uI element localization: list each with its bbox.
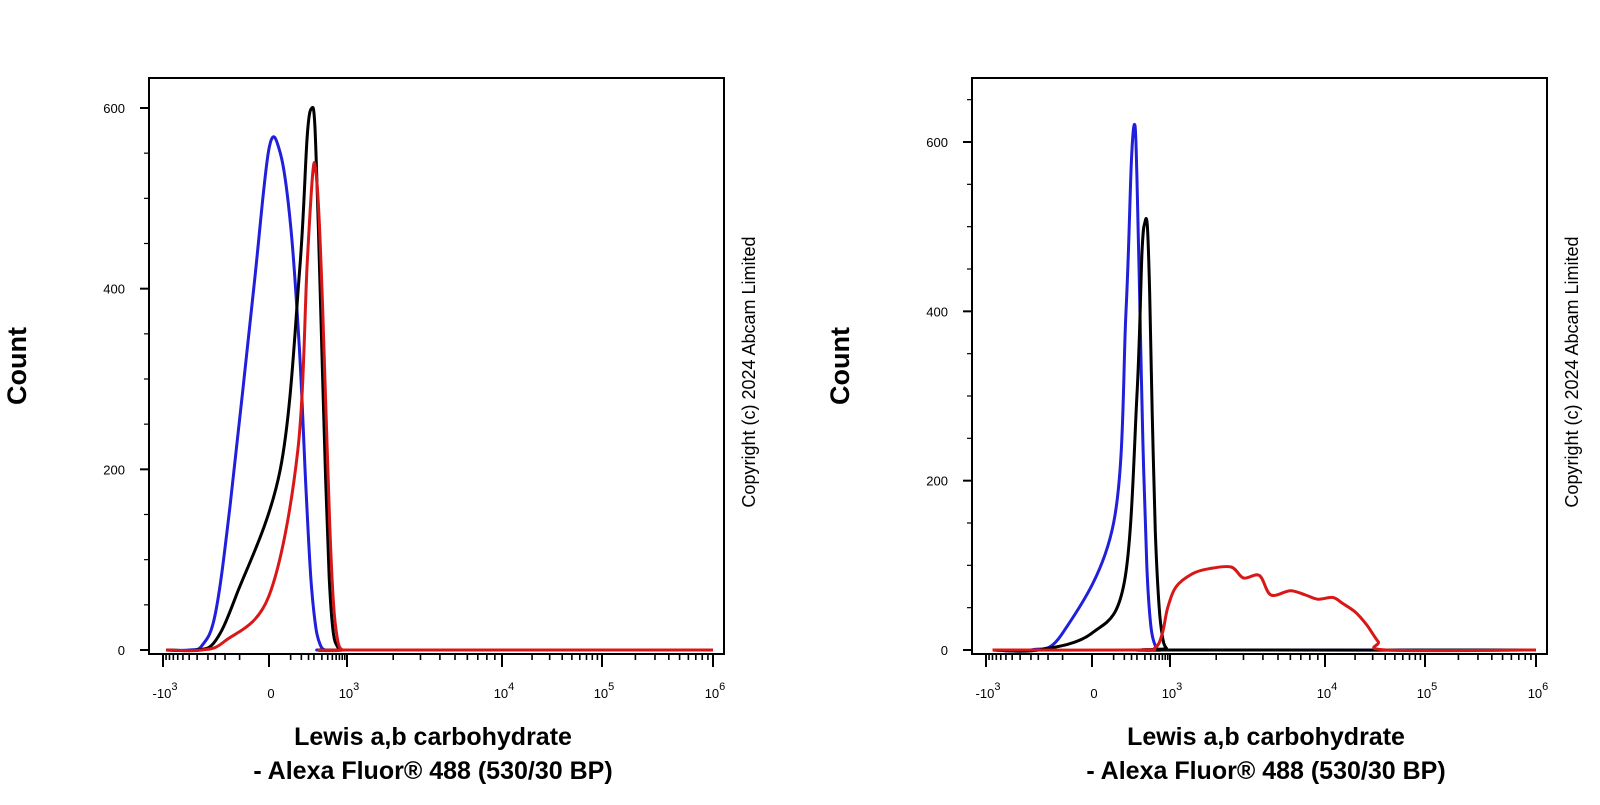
x-tick-label: -103 xyxy=(153,681,178,701)
x-tick-base: 10 xyxy=(705,686,719,701)
x-tick-exponent: 6 xyxy=(1542,681,1548,693)
y-tick-label: 400 xyxy=(103,282,125,297)
x-tick-label: 106 xyxy=(705,681,726,701)
x-axis-label-line2: - Alexa Fluor® 488 (530/30 BP) xyxy=(253,757,612,785)
x-tick-label: 106 xyxy=(1528,681,1549,701)
x-tick-label: 105 xyxy=(1417,681,1438,701)
x-tick-label: 105 xyxy=(594,681,615,701)
x-tick-base: 10 xyxy=(1317,686,1331,701)
x-tick-exponent: 3 xyxy=(994,681,1000,693)
x-tick-base: -10 xyxy=(153,686,172,701)
x-tick-base: -10 xyxy=(976,686,995,701)
series-layer xyxy=(166,105,713,653)
x-tick-base: 0 xyxy=(267,686,274,701)
y-tick-label: 600 xyxy=(926,135,948,150)
y-tick-label: 0 xyxy=(118,643,125,658)
x-tick-label: 104 xyxy=(1317,681,1338,701)
x-axis-label-line2: - Alexa Fluor® 488 (530/30 BP) xyxy=(1086,757,1445,785)
series-line-red xyxy=(166,161,713,653)
y-tick-label: 400 xyxy=(926,304,948,319)
x-tick-base: 0 xyxy=(1090,686,1097,701)
copyright-notice: Copyright (c) 2024 Abcam Limited xyxy=(739,236,759,507)
x-tick-exponent: 5 xyxy=(1431,681,1437,693)
x-tick-label: 103 xyxy=(339,681,360,701)
y-tick-label: 200 xyxy=(926,474,948,489)
x-tick-base: 10 xyxy=(339,686,353,701)
x-tick-base: 10 xyxy=(1417,686,1431,701)
y-axis-label: Count xyxy=(825,327,855,405)
x-tick-exponent: 5 xyxy=(608,681,614,693)
series-layer xyxy=(992,122,1537,653)
x-tick-exponent: 4 xyxy=(1331,681,1337,693)
x-tick-base: 10 xyxy=(1162,686,1176,701)
x-tick-exponent: 3 xyxy=(171,681,177,693)
x-tick-exponent: 3 xyxy=(1176,681,1182,693)
x-tick-label: -103 xyxy=(976,681,1001,701)
y-tick-label: 200 xyxy=(103,462,125,477)
x-tick-label: 0 xyxy=(267,686,274,701)
plot-frame xyxy=(148,77,725,655)
x-tick-base: 10 xyxy=(594,686,608,701)
x-tick-exponent: 6 xyxy=(719,681,725,693)
series-line-red xyxy=(992,564,1537,653)
x-axis-label-line1: Lewis a,b carbohydrate xyxy=(1127,723,1405,751)
series-line-blue xyxy=(992,122,1536,653)
plot-frame xyxy=(971,77,1548,655)
series-line-black xyxy=(166,105,713,653)
x-tick-label: 104 xyxy=(494,681,515,701)
x-tick-exponent: 3 xyxy=(353,681,359,693)
x-axis: -103 0 103 104 105 106 xyxy=(153,654,726,701)
y-tick-label: 600 xyxy=(103,101,125,116)
y-axis: 0 200 400 600 xyxy=(926,99,972,658)
copyright-notice: Copyright (c) 2024 Abcam Limited xyxy=(1562,236,1582,507)
y-axis-label: Count xyxy=(2,327,32,405)
x-axis-label-line1: Lewis a,b carbohydrate xyxy=(294,723,572,751)
y-axis: 0 200 400 600 xyxy=(103,101,149,658)
y-tick-label: 0 xyxy=(941,643,948,658)
x-tick-label: 103 xyxy=(1162,681,1183,701)
series-line-blue xyxy=(166,135,713,652)
x-tick-exponent: 4 xyxy=(508,681,514,693)
x-tick-label: 0 xyxy=(1090,686,1097,701)
x-axis: -103 0 103 104 105 106 xyxy=(976,654,1549,701)
x-tick-base: 10 xyxy=(494,686,508,701)
x-tick-base: 10 xyxy=(1528,686,1542,701)
